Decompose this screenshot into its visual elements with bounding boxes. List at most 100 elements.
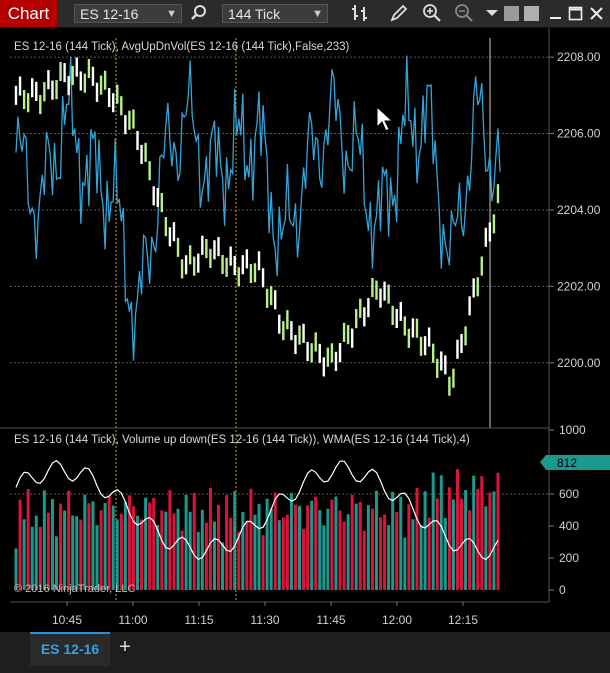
tab-es-12-16[interactable]: ES 12-16: [30, 632, 110, 666]
volume-bar: [383, 514, 387, 590]
price-bar: [128, 110, 131, 130]
chevron-down-icon[interactable]: [482, 3, 502, 23]
price-tick-label: 2202.00: [557, 279, 601, 293]
volume-bar: [42, 490, 46, 590]
volume-bar: [63, 510, 67, 590]
bar-style-icon[interactable]: [350, 3, 370, 23]
volume-bar: [22, 519, 26, 590]
price-bar: [314, 332, 317, 352]
price-bar: [350, 328, 354, 348]
volume-bar: [387, 525, 391, 590]
volume-bar: [83, 494, 87, 590]
volume-bar: [241, 512, 245, 590]
volume-bar: [447, 487, 451, 590]
time-tick-label: 12:00: [382, 613, 412, 627]
maximize2-icon[interactable]: [568, 6, 583, 21]
chart-svg[interactable]: ES 12-16 (144 Tick), AvgUpDnVol(ES 12-16…: [0, 28, 610, 632]
price-bar: [140, 144, 143, 164]
volume-bar: [277, 520, 281, 590]
price-bar: [488, 222, 492, 242]
volume-bar: [176, 508, 180, 590]
current-volume-label: 812: [557, 456, 577, 470]
volume-bar: [91, 501, 95, 590]
volume-bar: [131, 506, 135, 590]
close-icon[interactable]: [589, 6, 604, 21]
price-bar: [484, 227, 488, 247]
volume-bar: [212, 521, 216, 590]
price-bar: [468, 296, 471, 316]
price-bar: [452, 368, 455, 388]
volume-bar: [87, 503, 91, 590]
volume-bar: [492, 491, 496, 590]
volume-bar: [411, 519, 415, 590]
price-bar: [395, 308, 398, 329]
interval-selector[interactable]: 144 Tick ▼: [222, 4, 328, 23]
volume-bar: [172, 513, 176, 590]
price-bar: [444, 355, 447, 375]
price-bar: [184, 255, 188, 275]
pencil-icon[interactable]: [389, 3, 409, 23]
wma-line: [15, 459, 499, 561]
volume-tick-label: 0: [559, 583, 566, 597]
add-tab-button[interactable]: +: [119, 636, 131, 658]
maximize-icon[interactable]: [524, 6, 539, 21]
volume-bar: [326, 508, 330, 590]
price-bar: [265, 288, 269, 308]
app-title[interactable]: Chart: [0, 0, 57, 27]
zoom-in-icon[interactable]: [422, 3, 442, 23]
price-bar: [225, 257, 228, 277]
volume-bar: [233, 491, 237, 590]
volume-bar: [253, 514, 257, 590]
price-bar: [346, 325, 350, 345]
volume-bar: [34, 515, 38, 590]
price-bar: [14, 85, 18, 105]
search-icon[interactable]: [189, 3, 209, 23]
volume-bar: [237, 531, 241, 590]
volume-bar: [46, 512, 50, 590]
price-bar: [286, 310, 289, 330]
volume-bar: [221, 542, 225, 590]
chart-area[interactable]: ES 12-16 (144 Tick), AvgUpDnVol(ES 12-16…: [0, 28, 610, 632]
volume-bar: [431, 472, 435, 590]
volume-bar: [346, 514, 350, 590]
price-bar: [460, 333, 463, 354]
volume-bar: [407, 504, 411, 590]
volume-bar: [127, 495, 131, 590]
volume-bar: [261, 535, 265, 590]
volume-bar: [419, 525, 423, 590]
volume-bar: [403, 537, 407, 590]
price-bar: [464, 326, 467, 346]
volume-bar: [123, 502, 127, 590]
volume-bar: [164, 511, 168, 590]
volume-bar: [160, 510, 164, 590]
price-bar: [387, 284, 390, 304]
minimize-icon[interactable]: [548, 6, 563, 21]
volume-bar: [225, 495, 229, 590]
price-bar: [440, 351, 443, 371]
price-bar: [367, 298, 370, 318]
price-bar: [116, 84, 119, 104]
copyright-text: © 2016 NinjaTrader, LLC: [14, 583, 135, 595]
volume-bar: [38, 526, 42, 590]
price-bar: [112, 93, 115, 113]
zoom-out-icon[interactable]: [454, 3, 474, 23]
price-bar: [31, 78, 34, 98]
volume-bar: [111, 505, 115, 590]
price-bar: [419, 336, 423, 356]
price-bar: [201, 235, 204, 255]
price-bar: [472, 278, 475, 298]
volume-bar: [273, 492, 277, 590]
price-bar: [326, 347, 330, 367]
price-bar: [83, 73, 87, 93]
price-bar: [375, 280, 378, 300]
volume-bar: [285, 514, 289, 590]
price-bar: [363, 307, 366, 327]
price-bar: [391, 305, 394, 325]
time-tick-label: 10:45: [52, 613, 82, 627]
price-bar: [431, 343, 435, 363]
instrument-selector[interactable]: ES 12-16 ▼: [74, 4, 182, 23]
price-bar: [334, 351, 338, 371]
price-bar: [136, 130, 139, 151]
volume-bar: [192, 492, 196, 590]
restore-icon[interactable]: [504, 6, 519, 21]
